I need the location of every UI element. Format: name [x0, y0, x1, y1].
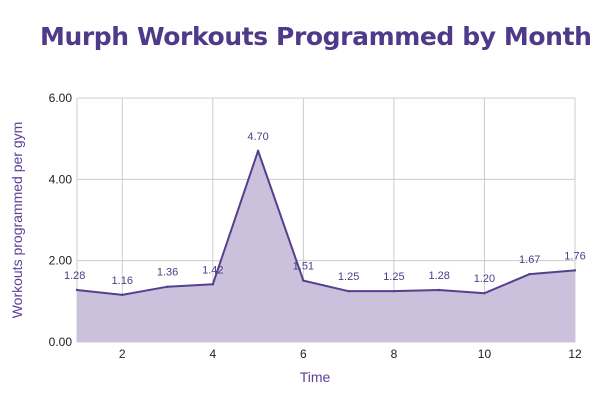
data-label-7: 1.25 [338, 271, 359, 283]
y-tick-label: 2.00 [49, 254, 73, 268]
data-point-2 [121, 293, 124, 297]
data-label-1: 1.28 [64, 270, 85, 282]
data-point-3 [166, 285, 169, 288]
data-point-7 [347, 289, 350, 293]
data-point-6 [302, 279, 305, 282]
plot-area [75, 149, 577, 342]
data-point-5 [256, 149, 260, 153]
data-labels: 1.28 1.16 1.36 1.42 4.70 1.51 1.25 1.25 1.28 1.20… [64, 131, 586, 287]
data-point-11 [528, 272, 531, 276]
y-axis-ticks: 0.00 2.00 4.00 6.00 [49, 91, 73, 349]
data-label-5: 4.70 [247, 131, 268, 143]
series-line [76, 149, 576, 296]
data-label-6: 1.51 [293, 261, 314, 273]
x-tick-label: 12 [568, 347, 582, 361]
data-label-12: 1.76 [564, 250, 585, 262]
y-tick-label: 4.00 [49, 172, 73, 186]
x-tick-label: 6 [300, 347, 307, 361]
x-tick-label: 4 [209, 347, 216, 361]
x-axis-label: Time [300, 369, 331, 385]
data-point-9 [437, 288, 441, 292]
area-fill [77, 150, 575, 342]
y-tick-label: 6.00 [49, 91, 73, 105]
y-axis-label: Workouts programmed per gym [9, 122, 25, 319]
data-label-2: 1.16 [112, 275, 133, 287]
data-point-12 [573, 269, 577, 272]
data-label-3: 1.36 [157, 267, 178, 279]
data-label-8: 1.25 [383, 271, 404, 283]
data-label-11: 1.67 [519, 254, 540, 266]
x-axis-ticks: 2 4 6 8 10 12 [119, 347, 582, 361]
y-tick-label: 0.00 [49, 335, 73, 349]
chart-title: Murph Workouts Programmed by Month [40, 22, 592, 51]
x-tick-label: 8 [391, 347, 398, 361]
data-point-10 [483, 292, 486, 295]
data-label-9: 1.28 [428, 270, 449, 282]
data-point-1 [75, 288, 79, 292]
data-point-4 [211, 283, 215, 286]
x-tick-label: 10 [478, 347, 492, 361]
x-tick-label: 2 [119, 347, 126, 361]
data-label-4: 1.42 [202, 264, 223, 276]
data-point-8 [392, 289, 396, 293]
data-label-10: 1.20 [474, 273, 495, 285]
